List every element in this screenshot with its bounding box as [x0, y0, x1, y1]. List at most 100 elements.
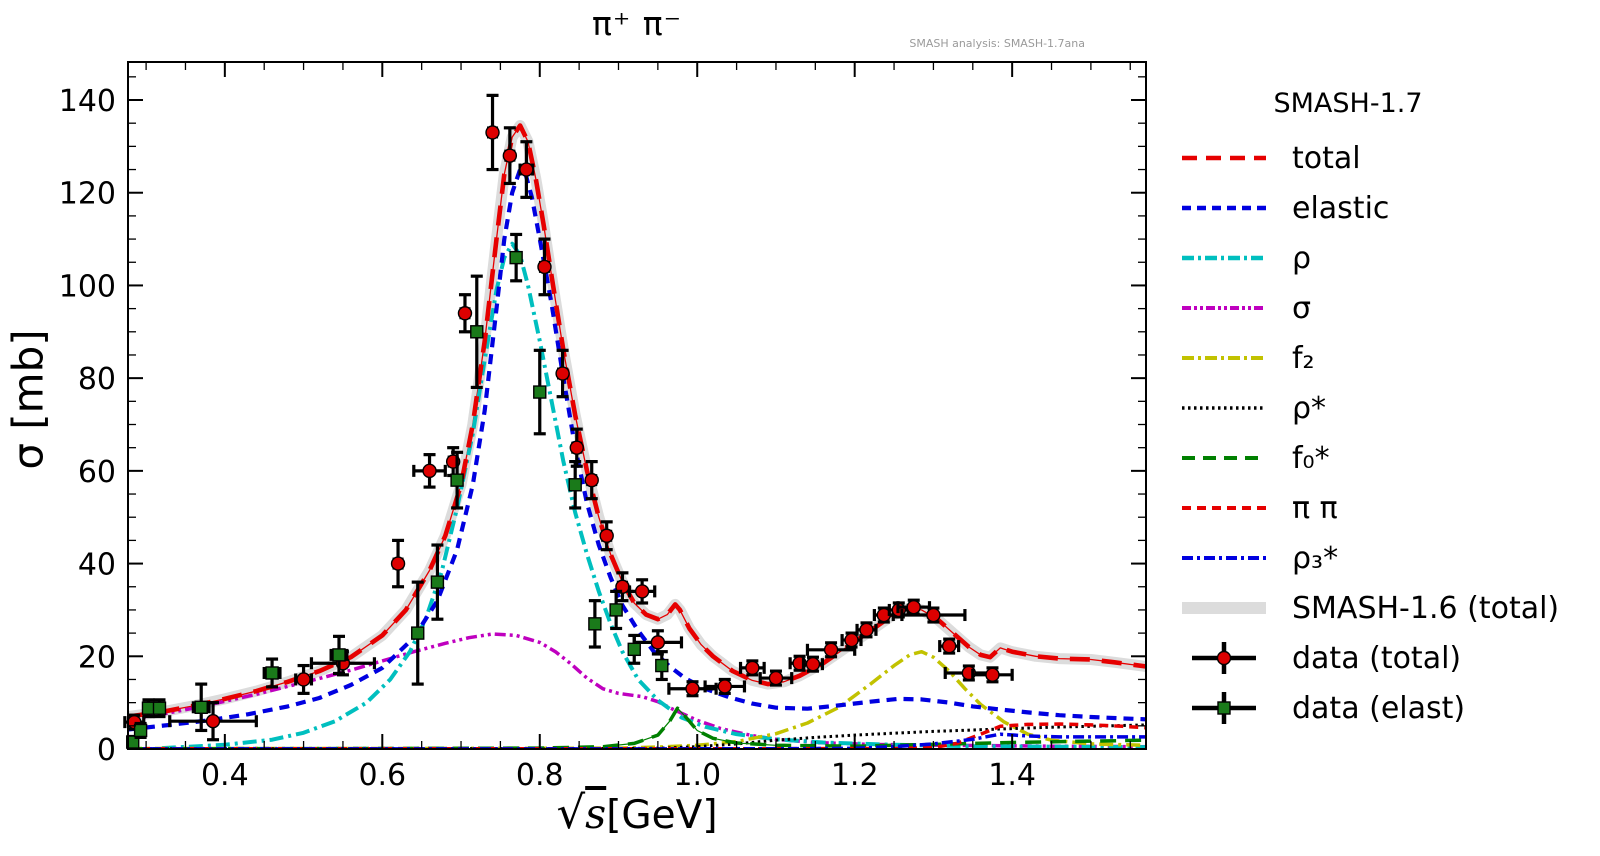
x-axis-unit: [GeV] — [606, 793, 718, 838]
data-point-elast — [332, 648, 346, 662]
data-point-total — [906, 599, 921, 615]
curve-smash16 — [128, 120, 1146, 723]
y-tick-label: 0 — [97, 733, 116, 768]
curve-total — [128, 123, 1146, 719]
scatter-data_elast — [126, 232, 669, 750]
data-point-total — [844, 632, 859, 648]
data-point-total — [390, 556, 406, 571]
data-point-total — [485, 125, 500, 140]
legend-label-f0star: f₀* — [1292, 440, 1330, 476]
data-point-total — [650, 635, 666, 650]
data-point-elast — [470, 325, 484, 339]
x-tick-label: 1.2 — [831, 758, 879, 793]
legend-label-rho3star: ρ₃* — [1292, 540, 1339, 576]
data-point-elast — [609, 603, 623, 617]
data-point-elast — [152, 701, 167, 715]
legend-entry-total: total — [1178, 133, 1593, 183]
legend-rows: total elastic ρ σ f₂ ρ* f₀* π π ρ₃* SMASH-1.6 (to… — [1178, 133, 1593, 733]
axis-ticks — [128, 62, 1146, 750]
legend-marker-f0star — [1182, 456, 1266, 460]
legend-marker-rhostar — [1182, 406, 1266, 410]
data-point-elast — [411, 626, 425, 640]
sqrt-symbol: √ — [556, 786, 586, 839]
legend-label-pipi: π π — [1292, 490, 1338, 526]
data-point-total — [634, 584, 650, 599]
curve-f0star_thin — [602, 707, 777, 748]
legend-label-smash16: SMASH-1.6 (total) — [1292, 590, 1560, 626]
curve-f0star — [128, 706, 1146, 749]
legend-entry-data_total: data (total) — [1178, 633, 1593, 683]
legend-label-data_total: data (total) — [1292, 640, 1462, 676]
data-point-total — [685, 681, 700, 696]
data-point-elast — [141, 701, 156, 715]
legend-entry-f2: f₂ — [1178, 333, 1593, 383]
sqrt-argument: s — [585, 790, 607, 838]
data-point-elast — [194, 700, 208, 714]
data-point-total — [584, 472, 599, 488]
y-tick-label: 120 — [59, 177, 116, 212]
data-point-total — [296, 672, 311, 687]
plot-frame — [127, 61, 1147, 750]
y-tick-label: 40 — [78, 548, 116, 583]
legend-entry-rho3star: ρ₃* — [1178, 533, 1593, 583]
legend-entry-rho: ρ — [1178, 233, 1593, 283]
data-point-total — [569, 440, 584, 455]
data-point-total — [985, 667, 1000, 683]
legend-marker-data_total — [1192, 642, 1256, 674]
data-point-elast — [133, 723, 148, 738]
y-tick-label: 140 — [59, 84, 116, 119]
data-point-elast — [265, 666, 279, 680]
legend-entry-pipi: π π — [1178, 483, 1593, 533]
data-point-elast — [450, 473, 464, 487]
legend-label-rhostar: ρ* — [1292, 390, 1327, 426]
data-point-total — [599, 528, 614, 543]
x-tick-label: 1.4 — [988, 758, 1036, 793]
legend-marker-rho — [1182, 255, 1266, 261]
legend-title: SMASH-1.7 — [1273, 88, 1423, 119]
data-point-total — [537, 259, 552, 275]
x-tick-label: 0.8 — [516, 758, 564, 793]
data-point-elast — [533, 385, 547, 399]
data-point-total — [823, 642, 839, 657]
x-tick-label: 0.6 — [358, 758, 406, 793]
legend-marker-elastic — [1182, 205, 1266, 211]
curve-elastic — [128, 167, 1146, 732]
curve-total_thin — [128, 124, 1146, 718]
legend-marker-total — [1182, 155, 1266, 161]
data-point-elast — [430, 575, 445, 589]
legend-marker-rho3star — [1182, 556, 1266, 560]
legend-marker-pipi — [1182, 506, 1266, 510]
data-point-total — [745, 660, 760, 676]
x-tick-label: 0.4 — [201, 758, 249, 793]
y-tick-label: 20 — [78, 640, 116, 675]
data-point-elast — [655, 658, 669, 673]
data-point-elast — [568, 478, 582, 492]
data-point-total — [422, 463, 437, 479]
data-point-total — [205, 713, 221, 729]
data-point-total — [859, 622, 874, 638]
legend-label-elastic: elastic — [1292, 190, 1390, 226]
data-point-total — [502, 148, 518, 163]
legend-entry-sigma: σ — [1178, 283, 1593, 333]
y-tick-label: 80 — [78, 362, 116, 397]
curve-sigma — [128, 632, 1146, 749]
data-point-elast — [588, 617, 602, 631]
y-tick-label: 100 — [59, 269, 116, 304]
legend-label-total: total — [1292, 140, 1361, 176]
data-point-elast — [627, 642, 641, 657]
legend: SMASH-1.7 total elastic ρ σ f₂ ρ* f₀* π π ρ₃* SMA… — [1178, 88, 1593, 733]
legend-label-rho: ρ — [1292, 240, 1312, 276]
x-tick-label: 1.0 — [673, 758, 721, 793]
watermark: SMASH analysis: SMASH-1.7ana — [909, 37, 1085, 50]
legend-entry-f0star: f₀* — [1178, 433, 1593, 483]
plot-title: π⁺ π⁻ — [591, 4, 683, 43]
legend-label-f2: f₂ — [1292, 340, 1315, 376]
legend-label-sigma: σ — [1292, 290, 1312, 326]
legend-entry-data_elast: data (elast) — [1178, 683, 1593, 733]
data-point-total — [457, 306, 473, 321]
legend-entry-elastic: elastic — [1178, 183, 1593, 233]
legend-marker-data_elast — [1192, 692, 1256, 724]
data-point-total — [941, 638, 957, 654]
